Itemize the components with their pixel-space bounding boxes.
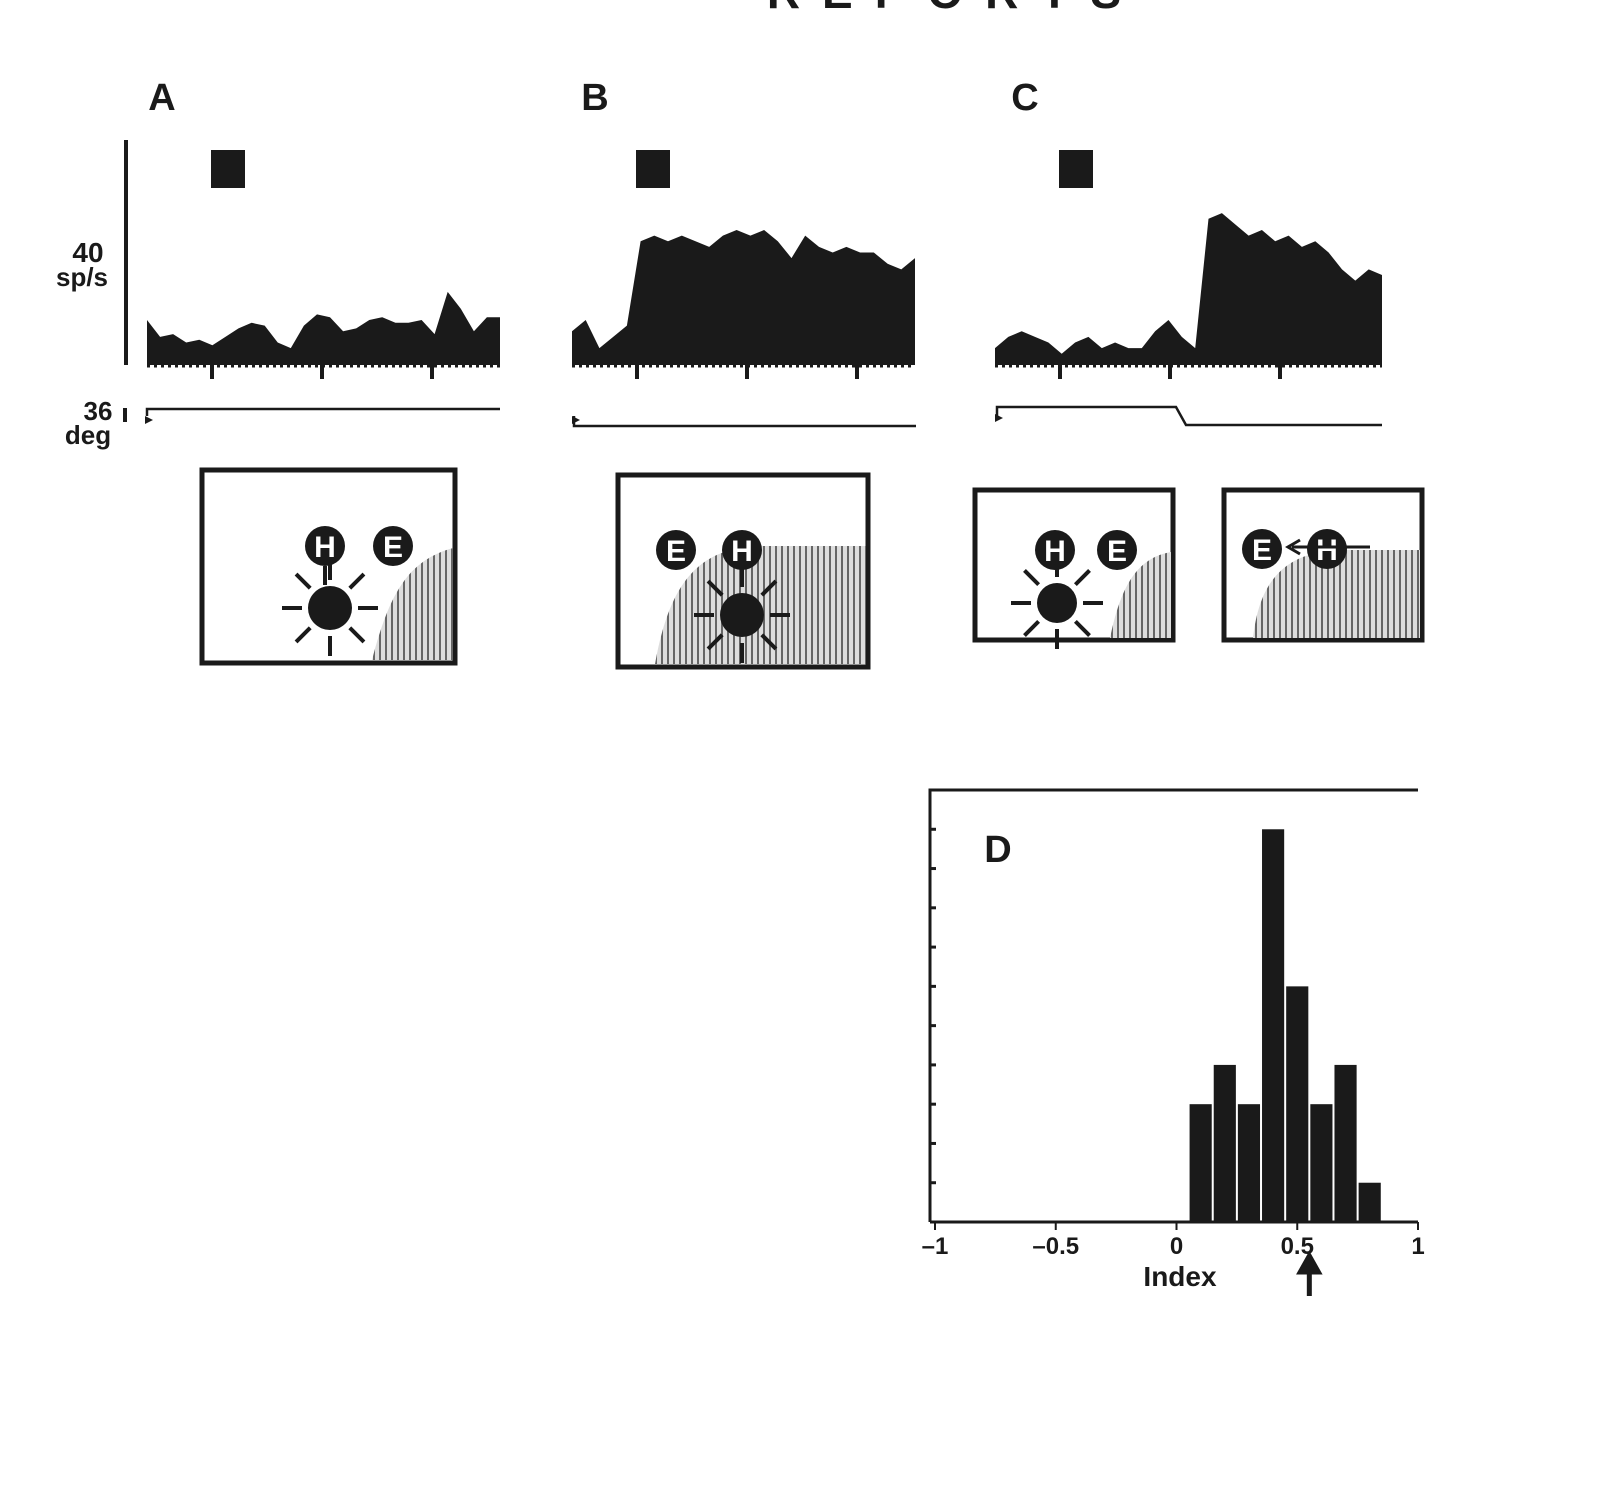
- light-source: [720, 593, 764, 637]
- stimulus-marker: [636, 150, 670, 188]
- rate-scale-value: 40: [72, 237, 103, 268]
- bar: [1334, 1064, 1357, 1222]
- badge: [373, 526, 413, 566]
- light-ray: [1023, 619, 1041, 637]
- light-ray: [294, 572, 312, 590]
- bar: [1262, 829, 1285, 1222]
- arrowhead: [995, 414, 1003, 422]
- bar: [1237, 1104, 1261, 1222]
- bar: [1310, 1104, 1333, 1222]
- light-ray: [706, 633, 724, 651]
- bar: [1189, 1104, 1212, 1222]
- badge-letter: H: [1316, 534, 1338, 567]
- bar: [1358, 1182, 1381, 1222]
- x-axis-label: Index: [1143, 1261, 1217, 1292]
- arrowhead: [572, 416, 580, 424]
- light-source: [308, 586, 352, 630]
- arrowhead: [145, 416, 153, 424]
- badge-letter: E: [1107, 535, 1127, 568]
- x-tick-label: 0: [1170, 1233, 1183, 1260]
- badge-letter: E: [666, 535, 686, 568]
- firing-rate-trace: [995, 213, 1382, 365]
- hatched-region: [1253, 550, 1420, 638]
- eye-scale-unit: deg: [65, 420, 111, 450]
- panel-label: B: [581, 77, 608, 119]
- panel-label: D: [984, 829, 1011, 871]
- hatched-region: [372, 548, 453, 660]
- x-tick-label: –0.5: [1032, 1233, 1079, 1260]
- badge: [305, 526, 345, 566]
- stimulus-marker: [211, 150, 245, 188]
- firing-rate-trace: [147, 291, 500, 365]
- light-ray: [706, 579, 724, 597]
- light-ray: [1023, 569, 1041, 587]
- rate-scale-unit: sp/s: [56, 262, 108, 292]
- stimulus-marker: [1059, 150, 1093, 188]
- badge: [722, 530, 762, 570]
- scene-frame: [199, 467, 458, 666]
- badge: [1307, 529, 1347, 569]
- light-ray: [348, 572, 366, 590]
- bar: [1213, 1064, 1236, 1222]
- badge-letter: E: [383, 531, 403, 564]
- badge: [656, 530, 696, 570]
- hatched-region: [1110, 552, 1171, 638]
- light-ray: [348, 626, 366, 644]
- badge: [1097, 530, 1137, 570]
- badge: [1035, 530, 1075, 570]
- badge: [1242, 529, 1282, 569]
- light-ray: [294, 626, 312, 644]
- scene-frame: [615, 472, 871, 670]
- scene-frame: [972, 487, 1176, 643]
- badge-letter: E: [1252, 534, 1272, 567]
- eye-scale-value: 36: [84, 396, 113, 426]
- badge-letter: H: [314, 531, 336, 564]
- light-ray: [1073, 619, 1091, 637]
- scene-frame: [1221, 487, 1425, 643]
- panels: A B C: [147, 77, 1382, 379]
- x-tick-label: 1: [1411, 1233, 1424, 1260]
- mean-arrow: [1296, 1250, 1323, 1296]
- badge-letter: H: [731, 535, 753, 568]
- light-source: [1037, 583, 1077, 623]
- panel-label: C: [1011, 77, 1038, 119]
- eye-start-markers: [145, 414, 1003, 424]
- histogram: D Index –1 –0.5 0 0.5 1: [922, 788, 1425, 1296]
- firing-rate-trace: [572, 230, 915, 365]
- x-tick-label: –1: [922, 1233, 949, 1260]
- bar: [1286, 986, 1309, 1222]
- eye-trace: [572, 416, 916, 428]
- light-ray: [760, 579, 778, 597]
- eye-traces: [145, 405, 1382, 428]
- light-ray: [1073, 569, 1091, 587]
- light-ray: [760, 633, 778, 651]
- running-header: REPORTS: [767, 0, 1143, 18]
- eye-trace: [145, 407, 500, 416]
- panel-label: A: [148, 77, 175, 119]
- eye-trace: [995, 405, 1382, 427]
- badge-letter: H: [1044, 535, 1066, 568]
- axis-frame: [928, 788, 1418, 1222]
- motion-arrow: [1285, 538, 1370, 556]
